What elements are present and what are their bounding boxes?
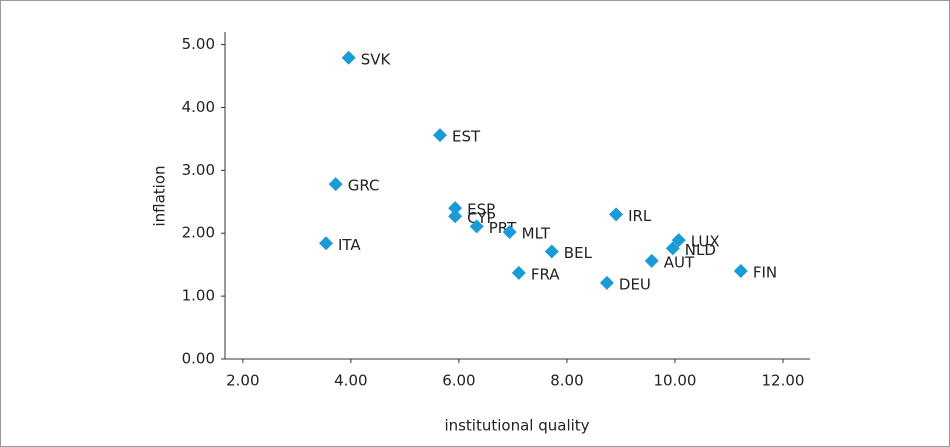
y-tick-label: 5.00 — [182, 35, 215, 53]
point — [599, 275, 614, 290]
point — [341, 50, 356, 65]
point — [544, 244, 559, 259]
point — [319, 236, 334, 251]
point-label: EST — [452, 128, 481, 146]
point-label: SVK — [361, 50, 392, 68]
x-axis-label: institutional quality — [444, 417, 589, 435]
point — [644, 253, 659, 268]
point-label: AUT — [664, 253, 695, 271]
point — [665, 241, 680, 256]
point-label: DEU — [619, 275, 651, 293]
point — [733, 263, 748, 278]
x-tick-label: 10.00 — [653, 372, 696, 390]
y-tick-label: 2.00 — [182, 224, 215, 242]
point — [448, 209, 463, 224]
point-label: NLD — [685, 241, 716, 259]
x-tick-label: 4.00 — [334, 372, 367, 390]
point — [469, 219, 484, 234]
point — [511, 265, 526, 280]
x-tick-label: 12.00 — [762, 372, 805, 390]
y-axis-label: inflation — [151, 165, 169, 226]
point — [448, 201, 463, 216]
point-label: FIN — [753, 263, 777, 281]
point-label: FRA — [531, 265, 560, 283]
point-label: BEL — [564, 244, 593, 262]
point — [609, 207, 624, 222]
x-tick-label: 8.00 — [550, 372, 583, 390]
point — [671, 233, 686, 248]
point-label: ITA — [338, 236, 361, 254]
point-label: MLT — [522, 224, 551, 242]
x-tick-label: 2.00 — [226, 372, 259, 390]
point-label: GRC — [348, 177, 380, 195]
y-tick-label: 4.00 — [182, 98, 215, 116]
y-tick-label: 3.00 — [182, 161, 215, 179]
x-tick-label: 6.00 — [442, 372, 475, 390]
point — [432, 128, 447, 143]
point — [328, 177, 343, 192]
point-label: IRL — [628, 207, 652, 225]
point-label: ESP — [467, 201, 495, 219]
point — [502, 224, 517, 239]
y-tick-label: 0.00 — [182, 350, 215, 368]
y-tick-label: 1.00 — [182, 287, 215, 305]
point-label: LUX — [691, 233, 720, 251]
